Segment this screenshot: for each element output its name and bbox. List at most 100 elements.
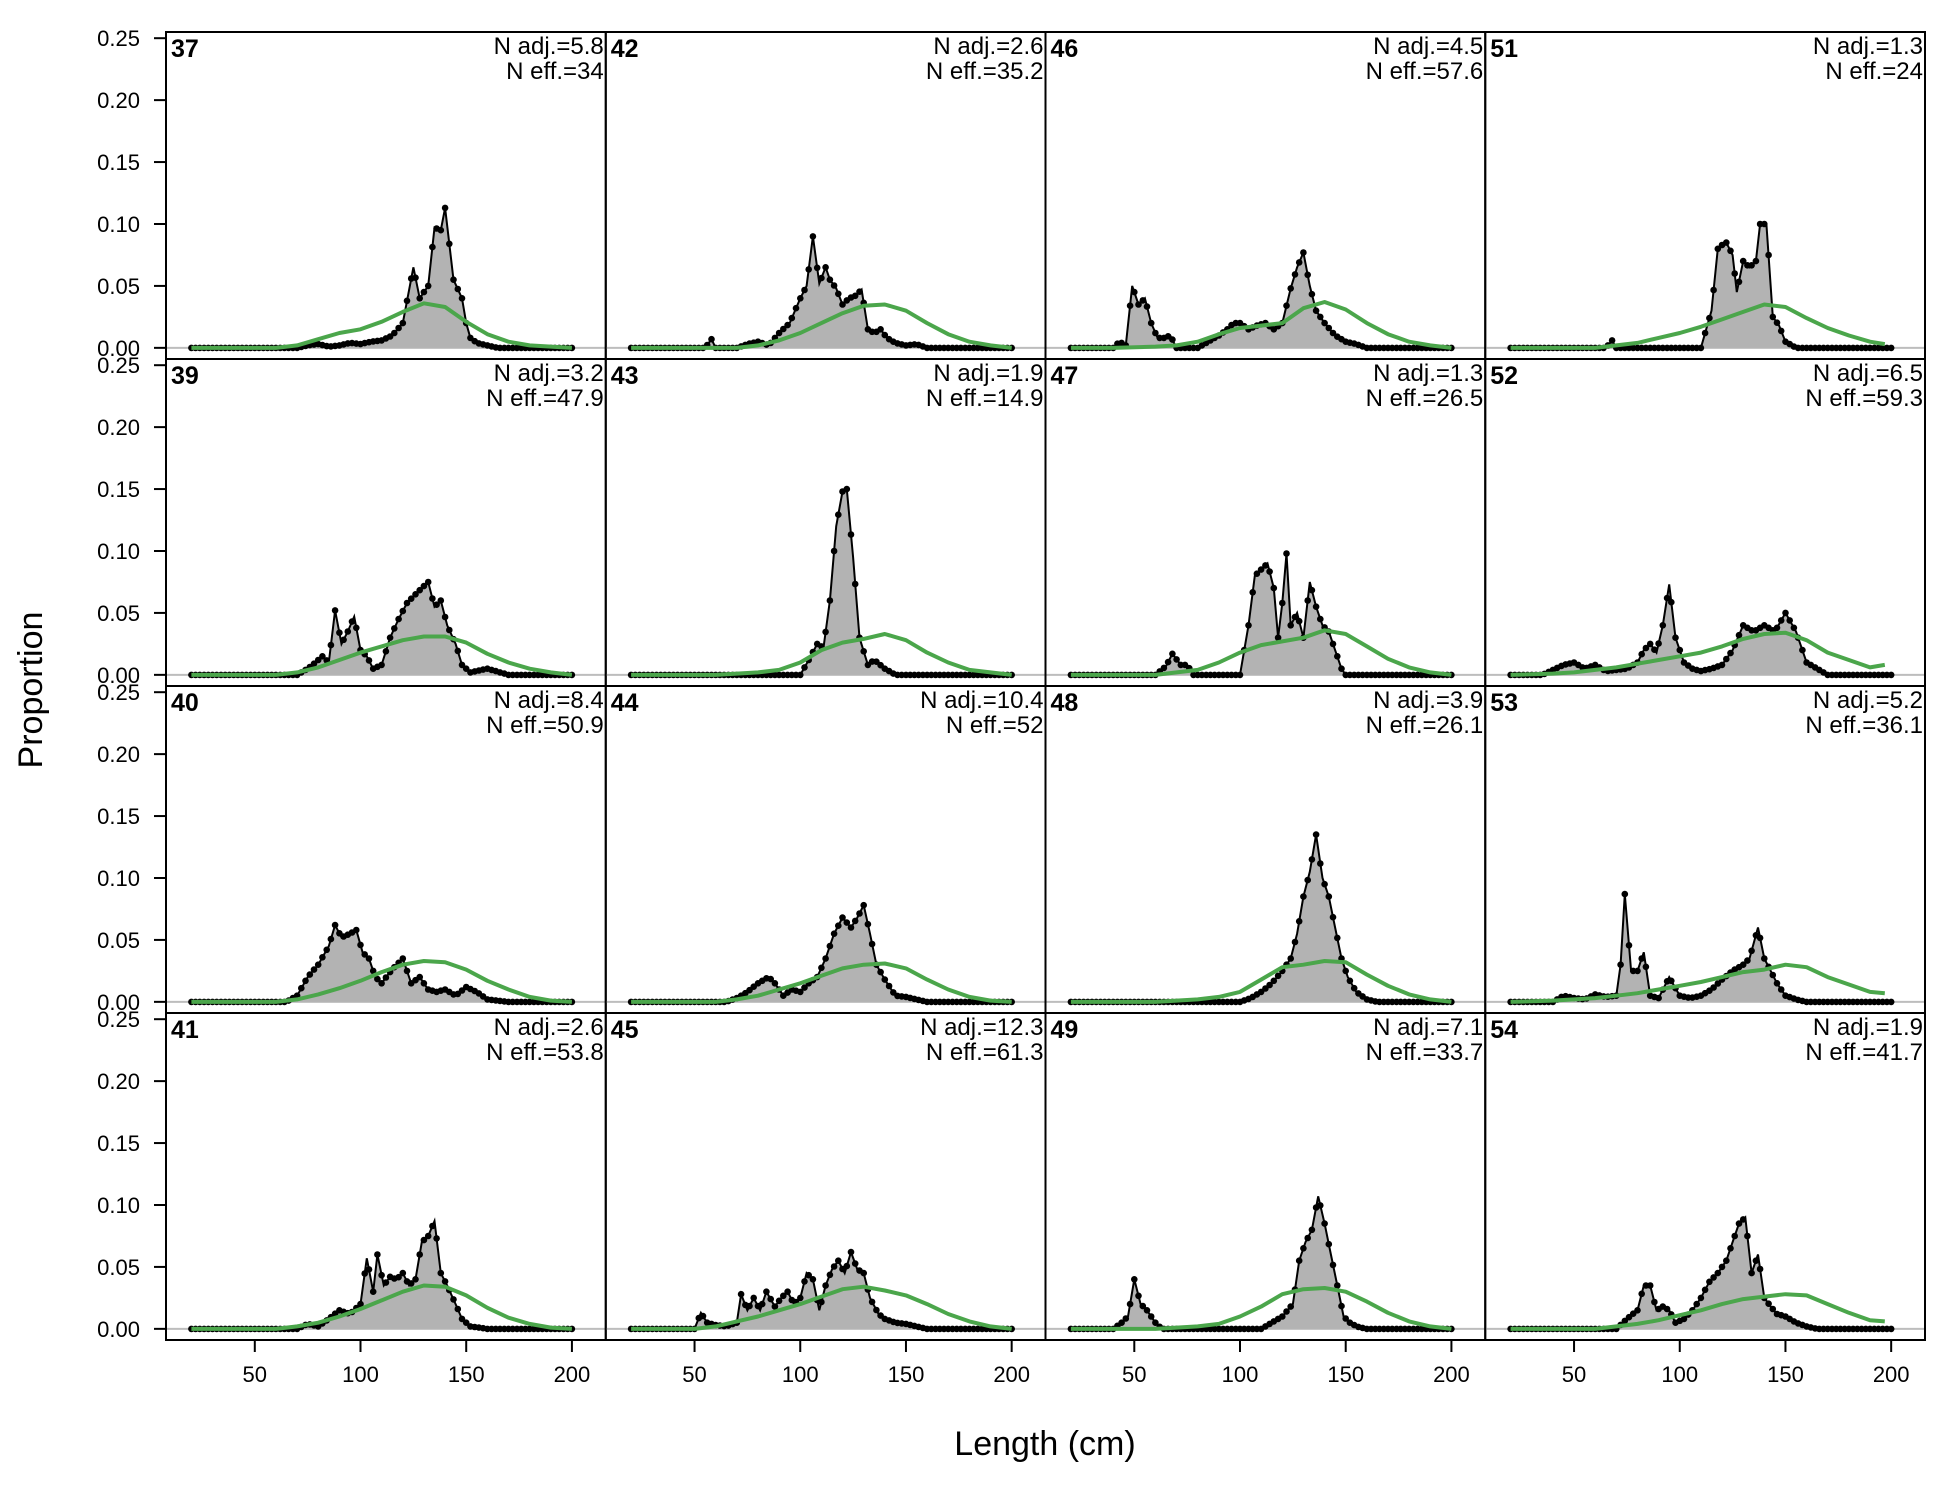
observed-point bbox=[420, 1236, 428, 1244]
observed-point bbox=[1714, 980, 1722, 987]
observed-point bbox=[1773, 624, 1781, 632]
observed-point bbox=[1173, 656, 1180, 663]
observed-point bbox=[1312, 603, 1320, 610]
x-tick-label: 150 bbox=[448, 1362, 485, 1387]
observed-point bbox=[835, 290, 842, 298]
observed-point bbox=[1769, 1305, 1777, 1313]
observed-point bbox=[314, 961, 322, 968]
observed-point bbox=[801, 1278, 808, 1285]
observed-point bbox=[1329, 640, 1337, 648]
observed-point bbox=[302, 977, 309, 985]
observed-point bbox=[361, 1270, 369, 1277]
observed-point bbox=[1266, 568, 1273, 575]
observed-point bbox=[805, 266, 812, 273]
observed-point bbox=[1710, 1274, 1717, 1281]
x-tick-label: 200 bbox=[554, 1362, 591, 1387]
observed-point bbox=[1723, 655, 1730, 663]
observed-point bbox=[860, 648, 867, 655]
observed-point bbox=[835, 511, 842, 518]
observed-point bbox=[1342, 967, 1349, 975]
observed-point bbox=[1646, 640, 1654, 648]
observed-point bbox=[1334, 653, 1341, 660]
observed-point bbox=[1325, 1240, 1333, 1248]
observed-point bbox=[839, 914, 846, 921]
y-tick-label: 0.05 bbox=[97, 601, 140, 626]
observed-point bbox=[378, 980, 385, 987]
observed-point bbox=[877, 968, 884, 976]
observed-point bbox=[881, 331, 889, 339]
observed-point bbox=[1291, 613, 1299, 621]
observed-point bbox=[826, 1271, 834, 1279]
observed-point bbox=[416, 1251, 424, 1258]
observed-area bbox=[631, 905, 1012, 1002]
expected-line bbox=[191, 1283, 573, 1331]
expected-line bbox=[1070, 1286, 1452, 1331]
observed-point bbox=[1312, 831, 1320, 838]
observed-point bbox=[1727, 649, 1734, 657]
n-adj-label: N adj.=3.2 bbox=[494, 360, 604, 387]
observed-point bbox=[353, 624, 360, 632]
observed-point bbox=[454, 1305, 462, 1313]
observed-point bbox=[826, 276, 834, 284]
observed-point bbox=[382, 974, 390, 981]
x-tick-label: 100 bbox=[1222, 1362, 1259, 1387]
x-tick-label: 150 bbox=[1767, 1362, 1804, 1387]
observed-point bbox=[1634, 1307, 1641, 1314]
observed-point bbox=[1659, 622, 1667, 629]
observed-point bbox=[1714, 1269, 1722, 1277]
y-tick-label: 0.15 bbox=[97, 1131, 140, 1156]
panel-52: 52 N adj.=6.5N eff.=59.3 bbox=[1484, 358, 1926, 687]
observed-point bbox=[856, 288, 863, 296]
observed-point bbox=[1638, 955, 1645, 962]
observed-point bbox=[1304, 597, 1311, 604]
panel-id-label: 44 bbox=[611, 689, 639, 717]
x-tick-label: 50 bbox=[682, 1362, 706, 1387]
n-eff-label: N eff.=61.3 bbox=[926, 1039, 1044, 1066]
expected-line bbox=[631, 302, 1012, 350]
x-tick-label: 50 bbox=[1562, 1362, 1586, 1387]
observed-point bbox=[1642, 644, 1650, 652]
observed-point bbox=[797, 1294, 804, 1302]
x-tick-label: 200 bbox=[993, 1362, 1030, 1387]
observed-point bbox=[424, 282, 432, 290]
observed-point bbox=[1608, 337, 1616, 344]
n-adj-label: N adj.=8.4 bbox=[494, 687, 604, 714]
observed-point bbox=[378, 661, 385, 669]
observed-point bbox=[357, 1300, 364, 1308]
observed-point bbox=[1329, 913, 1337, 921]
panel-id-label: 42 bbox=[611, 35, 639, 63]
observed-point bbox=[1274, 634, 1282, 641]
x-axis-col-1: 50 100 150 200 bbox=[243, 1339, 591, 1387]
observed-point bbox=[1283, 1308, 1290, 1315]
observed-point bbox=[374, 1251, 381, 1258]
y-tick-label: 0.25 bbox=[97, 680, 140, 705]
observed-point bbox=[319, 954, 326, 961]
observed-line bbox=[1510, 894, 1892, 1003]
observed-point bbox=[818, 274, 825, 282]
observed-point bbox=[797, 671, 804, 679]
observed-point bbox=[1634, 967, 1641, 975]
observed-point bbox=[1773, 319, 1781, 327]
observed-point bbox=[780, 325, 787, 333]
panel-id-label: 37 bbox=[171, 35, 199, 63]
expected-line bbox=[1070, 959, 1452, 1004]
observed-point bbox=[403, 599, 411, 607]
observed-point bbox=[1325, 893, 1333, 900]
observed-point bbox=[771, 980, 779, 987]
observed-point bbox=[374, 975, 381, 983]
observed-point bbox=[1147, 319, 1155, 327]
observed-point bbox=[433, 601, 440, 608]
observed-point bbox=[843, 1262, 851, 1270]
observed-point bbox=[1131, 288, 1138, 296]
observed-point bbox=[424, 1232, 432, 1240]
y-tick-label: 0.15 bbox=[97, 150, 140, 175]
observed-point bbox=[1342, 1315, 1349, 1322]
x-tick-label: 200 bbox=[1873, 1362, 1910, 1387]
n-eff-label: N eff.=50.9 bbox=[486, 712, 604, 739]
observed-point bbox=[1761, 955, 1768, 962]
observed-point bbox=[1697, 344, 1705, 352]
observed-point bbox=[1706, 314, 1713, 322]
observed-point bbox=[395, 1273, 402, 1281]
observed-point bbox=[365, 657, 373, 664]
